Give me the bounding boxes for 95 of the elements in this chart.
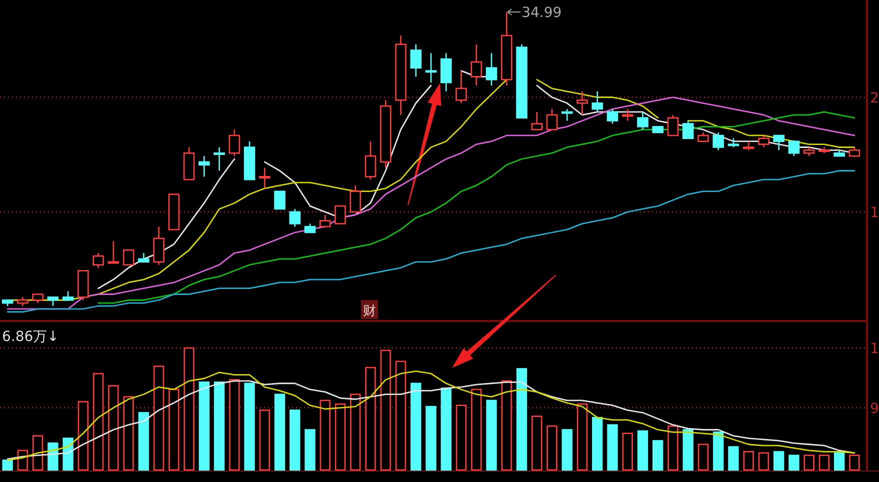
text: 2 [870, 90, 879, 106]
candlestick [592, 90, 603, 113]
bar [32, 435, 44, 471]
candlestick [122, 249, 134, 266]
bar [576, 403, 588, 471]
bar [668, 425, 678, 471]
bar [290, 410, 300, 471]
text: 9 [870, 400, 879, 417]
bar [440, 388, 452, 471]
bar [712, 432, 724, 471]
candlestick [788, 140, 800, 157]
candlestick [622, 108, 634, 122]
bar [682, 429, 694, 471]
bar [168, 388, 180, 471]
bar [350, 394, 361, 471]
bar [244, 382, 255, 471]
candlestick [758, 134, 770, 148]
bar [123, 396, 134, 471]
candlestick [440, 52, 452, 92]
candlestick [410, 44, 422, 78]
candlestick [198, 155, 210, 178]
bar [562, 429, 572, 471]
candlestick [773, 134, 784, 151]
bar [274, 394, 286, 471]
candlestick [531, 111, 542, 130]
bar [546, 425, 558, 471]
bar [214, 382, 225, 471]
candlestick [214, 146, 225, 172]
bar [607, 424, 618, 471]
bar [834, 452, 845, 471]
bar [818, 454, 830, 471]
chart-title: 6.86万↓ [2, 329, 59, 345]
bar [622, 432, 633, 471]
candlestick [667, 114, 679, 136]
candlestick [350, 184, 362, 213]
bar [743, 451, 754, 471]
candlestick [486, 52, 498, 86]
candlestick [606, 108, 618, 124]
candlestick [92, 252, 104, 268]
bar [698, 444, 709, 471]
bar [78, 401, 89, 471]
candlestick [228, 128, 240, 157]
candlestick [108, 240, 120, 264]
bar [320, 400, 330, 471]
bar [532, 416, 542, 471]
candlestick [274, 190, 286, 210]
text: 1 [870, 204, 879, 221]
bar [637, 430, 648, 471]
bar [728, 446, 739, 471]
bar [516, 368, 528, 471]
bar [788, 454, 800, 471]
candlestick [289, 208, 301, 228]
candlestick [546, 108, 558, 130]
annotation: 财 [363, 304, 376, 319]
bar [456, 404, 467, 471]
bar [365, 366, 376, 471]
candlestick [470, 44, 482, 86]
bar [804, 454, 814, 471]
bar [652, 440, 664, 471]
candlestick [561, 108, 573, 122]
candlestick [364, 140, 376, 180]
bar [758, 452, 770, 471]
candlestick [334, 205, 346, 224]
bar [334, 403, 346, 471]
candlestick [320, 214, 331, 228]
bar [198, 382, 210, 471]
bar [426, 406, 436, 471]
bar [184, 347, 194, 471]
bar [92, 372, 104, 471]
bar [259, 410, 270, 471]
bar [2, 460, 13, 471]
annotation: 34.99 [522, 5, 562, 21]
bar [410, 382, 422, 471]
candlestick [576, 90, 588, 116]
bar [380, 350, 391, 471]
bar [108, 385, 119, 471]
candlestick [682, 120, 694, 140]
bar [501, 380, 512, 471]
bar [773, 451, 784, 471]
candlestick [153, 226, 164, 266]
candlestick [259, 167, 270, 190]
bar [229, 379, 240, 471]
bar [849, 454, 860, 471]
candlestick [637, 111, 648, 130]
bar [395, 360, 406, 471]
candlestick [712, 132, 724, 151]
text: 1 [870, 341, 879, 357]
bar [153, 366, 164, 471]
bar [138, 412, 150, 471]
bar [471, 388, 482, 471]
bar [486, 400, 497, 471]
bar [304, 429, 316, 471]
candlestick [456, 70, 467, 104]
bar [592, 416, 603, 471]
candlestick [425, 52, 437, 84]
